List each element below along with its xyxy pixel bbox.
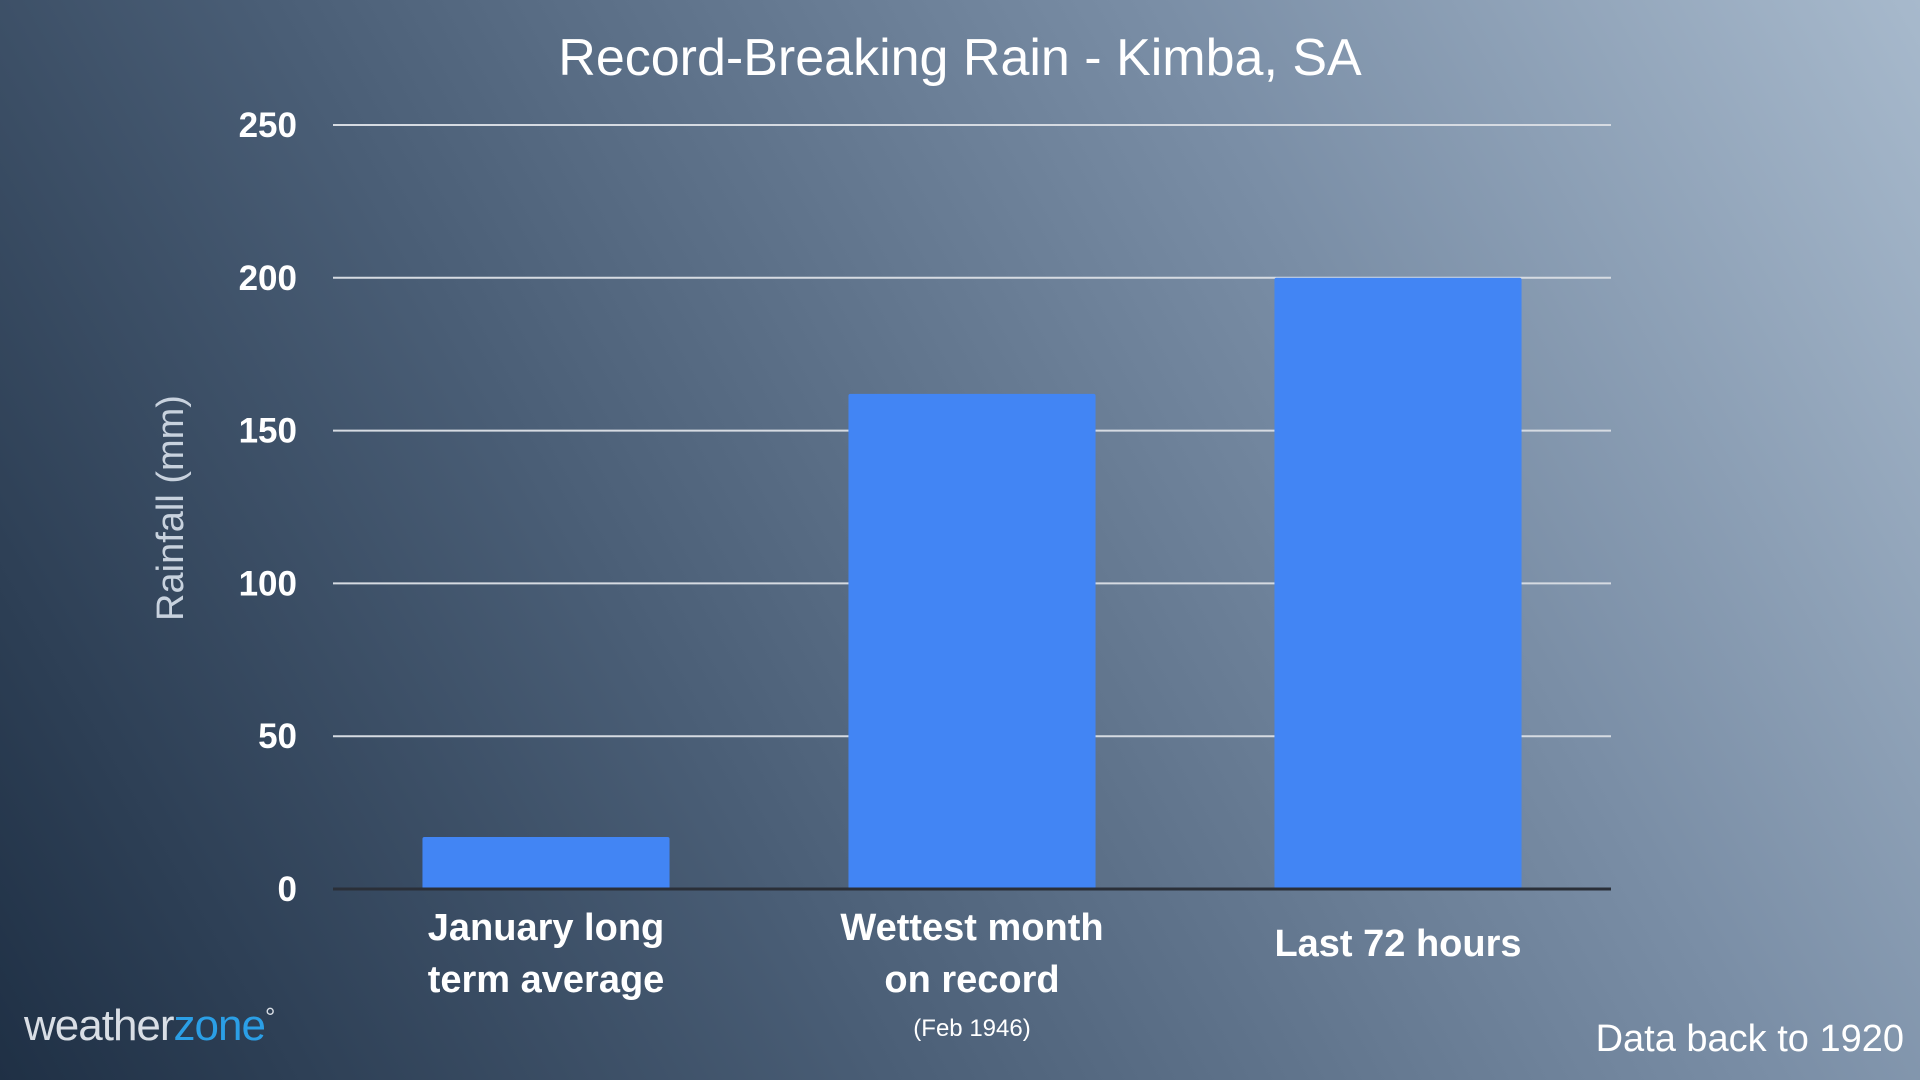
- weatherzone-logo: weatherzone°: [24, 1001, 275, 1050]
- x-tick-label: January long: [428, 907, 665, 949]
- x-tick-label: Last 72 hours: [1274, 923, 1521, 965]
- logo-text-zone: zone: [173, 1001, 266, 1050]
- bars: [422, 277, 1522, 889]
- x-tick-label: Wettest month: [840, 907, 1103, 949]
- y-tick-label: 250: [239, 106, 297, 145]
- y-tick-label: 150: [239, 412, 297, 451]
- data-range-note: Data back to 1920: [1595, 1018, 1904, 1060]
- x-tick-label: term average: [428, 959, 665, 1001]
- y-tick-label: 0: [278, 870, 297, 909]
- x-tick-label: on record: [884, 959, 1059, 1001]
- x-tick-sublabel: (Feb 1946): [913, 1015, 1030, 1042]
- y-tick-label: 50: [258, 717, 297, 756]
- bar: [848, 393, 1096, 889]
- y-tick-label: 100: [239, 564, 297, 603]
- y-axis-title: Rainfall (mm): [150, 395, 192, 621]
- bar: [422, 837, 670, 889]
- bar: [1274, 277, 1522, 889]
- y-tick-label: 200: [239, 259, 297, 298]
- chart-title: Record-Breaking Rain - Kimba, SA: [558, 29, 1362, 87]
- x-tick-labels: January long term average Wettest month on …: [428, 907, 1522, 1042]
- y-tick-labels: 0 50 100 150 200 250: [239, 106, 297, 909]
- logo-text-weather: weather: [24, 1001, 175, 1050]
- logo-degree-mark: °: [264, 1002, 275, 1032]
